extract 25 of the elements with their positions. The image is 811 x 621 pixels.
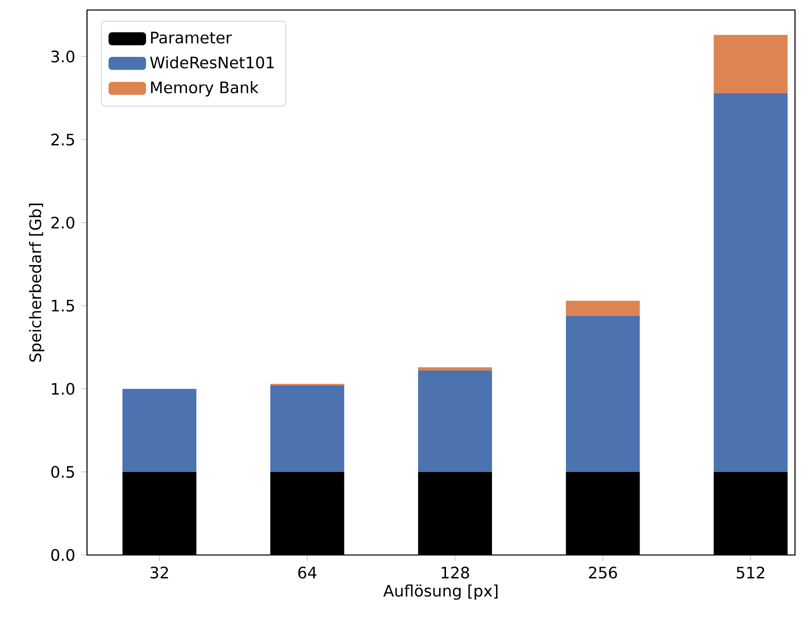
y-tick-label: 3.0 xyxy=(51,50,74,62)
bar xyxy=(418,367,492,371)
legend-label: Parameter xyxy=(151,32,232,44)
y-tick-label: 0.0 xyxy=(51,549,74,561)
bar xyxy=(566,316,640,472)
legend-label: Memory Bank xyxy=(151,81,259,96)
bar xyxy=(122,388,196,472)
x-tick-label: 128 xyxy=(442,566,470,579)
x-tick-label: 512 xyxy=(736,566,764,579)
y-axis-title: Speicherbedarf [Gb] xyxy=(29,204,44,362)
x-tick-label: 32 xyxy=(150,566,168,579)
x-tick-label: 64 xyxy=(298,566,316,579)
x-axis-title: Auflösung [px] xyxy=(383,584,498,600)
y-tick-label: 2.5 xyxy=(51,134,74,146)
y-tick-label: 0.5 xyxy=(51,466,74,478)
y-tick-label: 1.5 xyxy=(52,300,74,312)
x-tick-label: 256 xyxy=(588,566,617,579)
y-tick-label: 2.0 xyxy=(51,216,74,229)
y-tick-label: 1.0 xyxy=(52,382,74,395)
legend-label: WideResNet101 xyxy=(150,56,274,68)
bar xyxy=(566,300,640,316)
bar xyxy=(270,386,344,472)
bar xyxy=(714,34,788,94)
bar xyxy=(418,370,492,472)
bar xyxy=(714,93,788,472)
